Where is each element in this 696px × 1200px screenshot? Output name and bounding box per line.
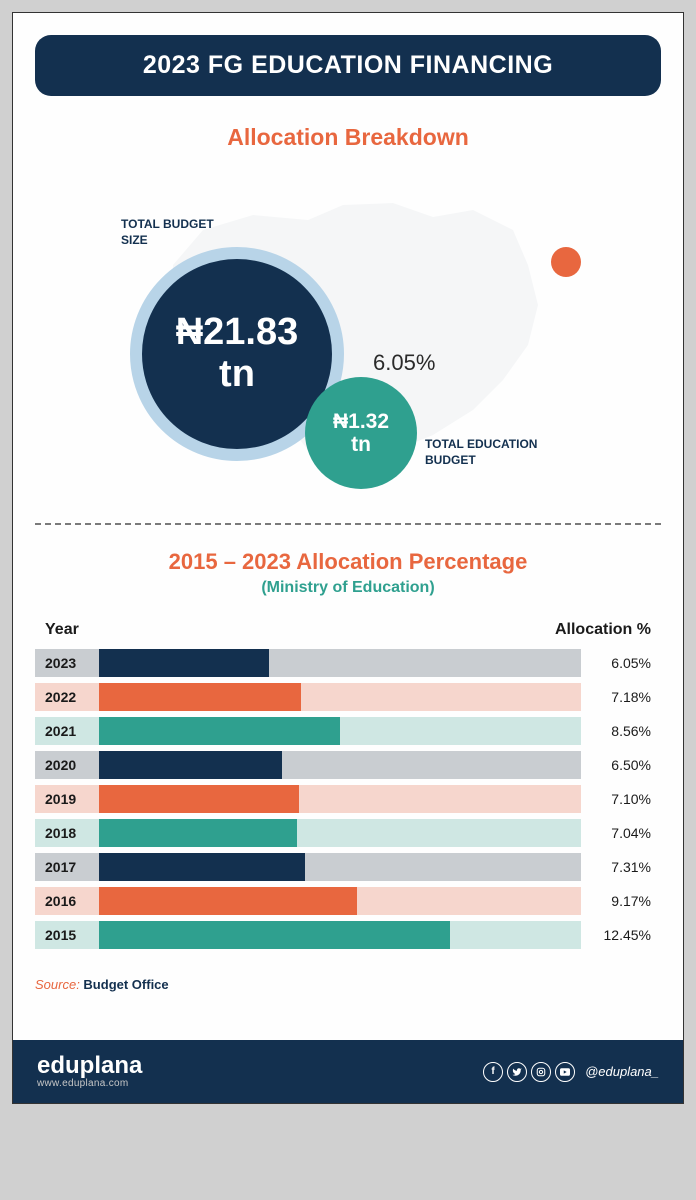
chart-header: Year Allocation %	[35, 621, 661, 649]
bar-row: 2022 7.18%	[35, 683, 661, 711]
bar-track	[99, 649, 581, 677]
education-budget-value: ₦1.32tn	[333, 410, 389, 456]
bar-year: 2016	[35, 887, 99, 915]
social-icons: f	[483, 1062, 575, 1082]
total-budget-label: TOTAL BUDGETSIZE	[121, 217, 214, 248]
bar-track	[99, 751, 581, 779]
bar-year: 2018	[35, 819, 99, 847]
source-line: Source: Budget Office	[35, 977, 661, 992]
bar-value: 7.31%	[581, 859, 661, 875]
bar-value: 9.17%	[581, 893, 661, 909]
bar-row: 2017 7.31%	[35, 853, 661, 881]
header-pill: 2023 FG EDUCATION FINANCING	[35, 35, 661, 96]
source-name: Budget Office	[83, 977, 168, 992]
chart-header-alloc: Allocation %	[555, 621, 651, 639]
bar-fill	[99, 683, 301, 711]
chart-header-year: Year	[45, 621, 79, 639]
infographic-page: 2023 FG EDUCATION FINANCING Allocation B…	[12, 12, 684, 1104]
bar-chart: 2023 6.05% 2022 7.18% 2021 8.56% 2020 6.50% 2019…	[35, 649, 661, 949]
chart-title: 2015 – 2023 Allocation Percentage	[35, 549, 661, 575]
allocation-breakdown: TOTAL BUDGETSIZE ₦21.83tn 6.05% ₦1.32tn …	[35, 165, 661, 505]
bar-value: 6.05%	[581, 655, 661, 671]
bar-year: 2021	[35, 717, 99, 745]
bar-fill	[99, 887, 357, 915]
social-block: f @eduplana_	[483, 1062, 659, 1082]
allocation-subtitle: Allocation Breakdown	[35, 124, 661, 151]
twitter-icon	[507, 1062, 527, 1082]
bar-row: 2023 6.05%	[35, 649, 661, 677]
page-title: 2023 FG EDUCATION FINANCING	[55, 51, 641, 80]
youtube-icon	[555, 1062, 575, 1082]
bar-track	[99, 819, 581, 847]
bar-track	[99, 785, 581, 813]
bar-track	[99, 683, 581, 711]
bar-fill	[99, 717, 340, 745]
bar-year: 2017	[35, 853, 99, 881]
accent-dot	[551, 247, 581, 277]
bar-track	[99, 717, 581, 745]
bar-year: 2019	[35, 785, 99, 813]
bar-value: 8.56%	[581, 723, 661, 739]
bar-fill	[99, 751, 282, 779]
education-budget-circle: ₦1.32tn	[305, 377, 417, 489]
total-budget-value: ₦21.83tn	[176, 312, 299, 396]
bar-year: 2023	[35, 649, 99, 677]
bar-fill	[99, 853, 305, 881]
bar-year: 2020	[35, 751, 99, 779]
bar-fill	[99, 785, 299, 813]
bar-track	[99, 887, 581, 915]
chart-subtitle: (Ministry of Education)	[35, 579, 661, 597]
brand-block: eduplana www.eduplana.com	[37, 1054, 142, 1089]
bar-fill	[99, 921, 450, 949]
brand-name: eduplana	[37, 1054, 142, 1078]
bar-row: 2019 7.10%	[35, 785, 661, 813]
instagram-icon	[531, 1062, 551, 1082]
footer: eduplana www.eduplana.com f @eduplana_	[13, 1040, 683, 1103]
source-prefix: Source:	[35, 977, 83, 992]
bar-row: 2020 6.50%	[35, 751, 661, 779]
bar-year: 2022	[35, 683, 99, 711]
bar-row: 2018 7.04%	[35, 819, 661, 847]
education-budget-label: TOTAL EDUCATIONBUDGET	[425, 437, 537, 468]
bar-value: 6.50%	[581, 757, 661, 773]
allocation-percentage: 6.05%	[373, 350, 435, 376]
bar-fill	[99, 819, 297, 847]
bar-track	[99, 853, 581, 881]
social-handle: @eduplana_	[585, 1064, 659, 1079]
bar-row: 2016 9.17%	[35, 887, 661, 915]
bar-row: 2021 8.56%	[35, 717, 661, 745]
facebook-icon: f	[483, 1062, 503, 1082]
section-divider	[35, 523, 661, 525]
bar-value: 7.04%	[581, 825, 661, 841]
bar-track	[99, 921, 581, 949]
bar-row: 2015 12.45%	[35, 921, 661, 949]
bar-value: 12.45%	[581, 927, 661, 943]
bar-fill	[99, 649, 269, 677]
bar-year: 2015	[35, 921, 99, 949]
bar-value: 7.18%	[581, 689, 661, 705]
brand-url: www.eduplana.com	[37, 1078, 142, 1089]
bar-value: 7.10%	[581, 791, 661, 807]
